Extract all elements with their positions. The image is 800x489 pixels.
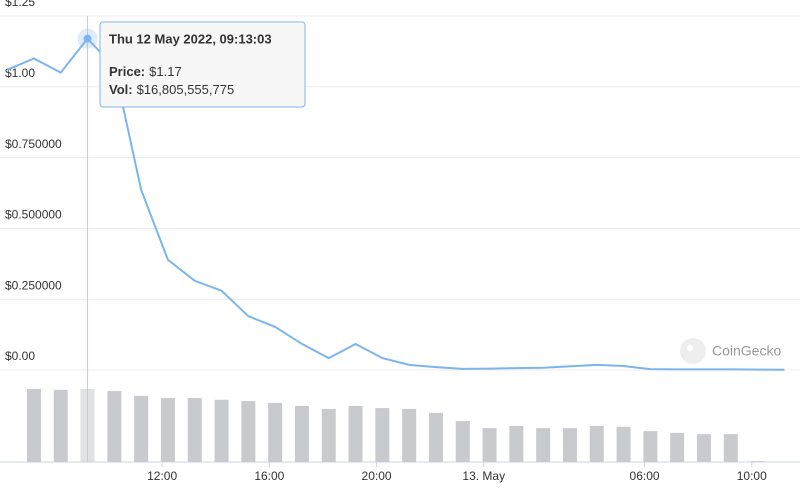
- y-tick-label: $0.500000: [5, 208, 62, 222]
- volume-bar: [670, 432, 685, 462]
- x-tick-label: 06:00: [630, 469, 660, 483]
- y-tick-label: $1.25: [5, 0, 35, 9]
- y-tick-label: $0.750000: [5, 137, 62, 151]
- volume-bar: [375, 408, 390, 462]
- volume-bar: [536, 428, 551, 462]
- volume-bar: [26, 388, 41, 462]
- volume-bar: [643, 431, 658, 462]
- volume-bar: [589, 425, 604, 462]
- volume-bar: [562, 428, 577, 462]
- volume-bar: [321, 408, 336, 462]
- watermark: CoinGecko: [680, 338, 781, 364]
- tooltip-row: Vol: $16,805,555,775: [109, 82, 234, 97]
- volume-bar: [428, 412, 443, 462]
- watermark-logo-eye: [687, 345, 693, 351]
- volume-bar: [80, 388, 95, 462]
- x-tick-label: 13. May: [462, 469, 505, 483]
- tooltip-title: Thu 12 May 2022, 09:13:03: [109, 31, 272, 46]
- volume-bar: [214, 399, 229, 462]
- tooltip-label: Price:: [109, 64, 145, 79]
- volume-bar: [53, 389, 68, 462]
- volume-bar: [402, 408, 417, 462]
- volume-bar: [616, 426, 631, 462]
- tooltip-row: Price: $1.17: [109, 64, 182, 79]
- volume-bar: [482, 428, 497, 462]
- watermark-logo: [680, 338, 706, 364]
- tooltip-box: [99, 21, 306, 108]
- volume-bar: [294, 405, 309, 462]
- x-tick-label: 12:00: [147, 469, 177, 483]
- watermark-text: CoinGecko: [712, 343, 781, 359]
- volume-bar: [750, 461, 765, 462]
- volume-bar: [723, 434, 738, 462]
- volume-bar: [241, 401, 256, 462]
- volume-bar: [187, 398, 202, 462]
- tooltip-value: $16,805,555,775: [137, 82, 235, 97]
- tooltip-label: Vol:: [109, 82, 133, 97]
- volume-bar: [696, 434, 711, 462]
- hover-point: [83, 34, 92, 43]
- volume-bar: [107, 391, 122, 462]
- volume-bar: [134, 395, 149, 462]
- volume-bar: [348, 405, 363, 462]
- y-tick-label: $0.00: [5, 349, 35, 363]
- tooltip-value: $1.17: [149, 64, 182, 79]
- volume-bar: [509, 425, 524, 462]
- x-tick-label: 16:00: [254, 469, 284, 483]
- x-tick-label: 10:00: [737, 469, 767, 483]
- tooltip: Thu 12 May 2022, 09:13:03 Price: $1.17 Vol:…: [99, 21, 306, 108]
- volume-bar: [455, 421, 470, 462]
- y-tick-label: $0.250000: [5, 278, 62, 292]
- x-tick-label: 20:00: [362, 469, 392, 483]
- volume-bar: [160, 398, 175, 462]
- y-tick-label: $1.00: [5, 66, 35, 80]
- volume-bar: [268, 402, 283, 462]
